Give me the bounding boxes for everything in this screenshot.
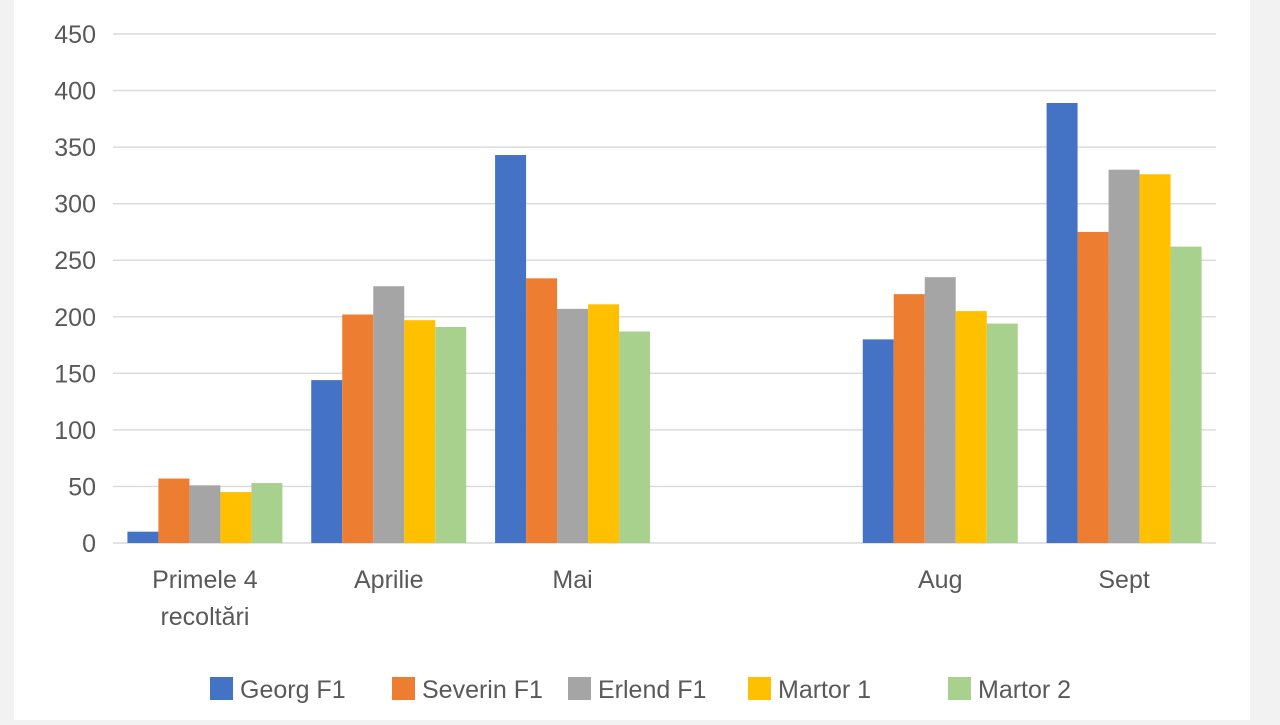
legend-swatch <box>210 677 233 700</box>
y-tick-label: 0 <box>82 530 96 558</box>
y-tick-label: 400 <box>54 78 96 106</box>
y-tick-label: 250 <box>54 247 96 275</box>
x-tick-label: Mai <box>552 566 592 594</box>
chart-frame: 0 50 100 150 200 250 300 350 400 450 Primele 4 rec… <box>14 0 1250 720</box>
legend-label: Georg F1 <box>240 676 346 704</box>
legend-label: Erlend F1 <box>598 676 706 704</box>
bar-chart: 0 50 100 150 200 250 300 350 400 450 Primele 4 rec… <box>54 21 1216 704</box>
bar-georg-f1 <box>495 155 527 544</box>
bars <box>127 102 1202 544</box>
x-tick-label: Sept <box>1098 566 1149 594</box>
bar-martor-2 <box>986 323 1018 543</box>
y-tick-label: 50 <box>68 473 96 501</box>
bar-severin-f1 <box>158 478 190 543</box>
legend-swatch <box>392 677 415 700</box>
x-tick-label: recoltări <box>160 603 249 631</box>
bar-georg-f1 <box>1046 102 1078 544</box>
y-tick-label: 100 <box>54 417 96 445</box>
x-tick-label: Primele 4 <box>152 566 258 594</box>
bar-martor-2 <box>251 483 283 543</box>
bar-georg-f1 <box>127 531 159 543</box>
bar-erlend-f1 <box>1108 169 1140 543</box>
bar-severin-f1 <box>893 294 925 543</box>
y-tick-label: 300 <box>54 191 96 219</box>
legend-label: Severin F1 <box>422 676 543 704</box>
bar-martor-1 <box>588 304 620 543</box>
legend-label: Martor 2 <box>978 676 1071 704</box>
bar-georg-f1 <box>311 380 343 543</box>
legend: Georg F1 Severin F1 Erlend F1 Martor 1 Marto… <box>210 676 1071 704</box>
bar-georg-f1 <box>862 339 894 543</box>
bar-erlend-f1 <box>373 286 405 543</box>
gridlines <box>113 33 1216 544</box>
legend-label: Martor 1 <box>778 676 871 704</box>
legend-swatch <box>748 677 771 700</box>
y-axis-ticks: 0 50 100 150 200 250 300 350 400 450 <box>54 21 96 558</box>
bar-erlend-f1 <box>557 308 589 543</box>
legend-swatch <box>568 677 591 700</box>
legend-swatch <box>948 677 971 700</box>
y-tick-label: 150 <box>54 360 96 388</box>
x-tick-label: Aug <box>918 566 962 594</box>
bar-martor-2 <box>435 326 467 543</box>
bar-erlend-f1 <box>189 485 221 543</box>
bar-severin-f1 <box>526 278 558 543</box>
bar-severin-f1 <box>1077 231 1109 543</box>
bar-erlend-f1 <box>924 277 956 543</box>
bar-martor-2 <box>1170 246 1202 543</box>
bar-martor-1 <box>404 320 436 543</box>
bar-martor-2 <box>619 331 651 543</box>
bar-martor-1 <box>1139 174 1171 543</box>
y-tick-label: 200 <box>54 304 96 332</box>
bar-severin-f1 <box>342 314 374 543</box>
bar-martor-1 <box>220 492 252 543</box>
y-tick-label: 450 <box>54 21 96 49</box>
y-tick-label: 350 <box>54 134 96 162</box>
x-axis-labels: Primele 4 recoltări Aprilie Mai Aug Sept <box>152 566 1150 631</box>
bar-martor-1 <box>955 311 987 543</box>
x-tick-label: Aprilie <box>354 566 423 594</box>
